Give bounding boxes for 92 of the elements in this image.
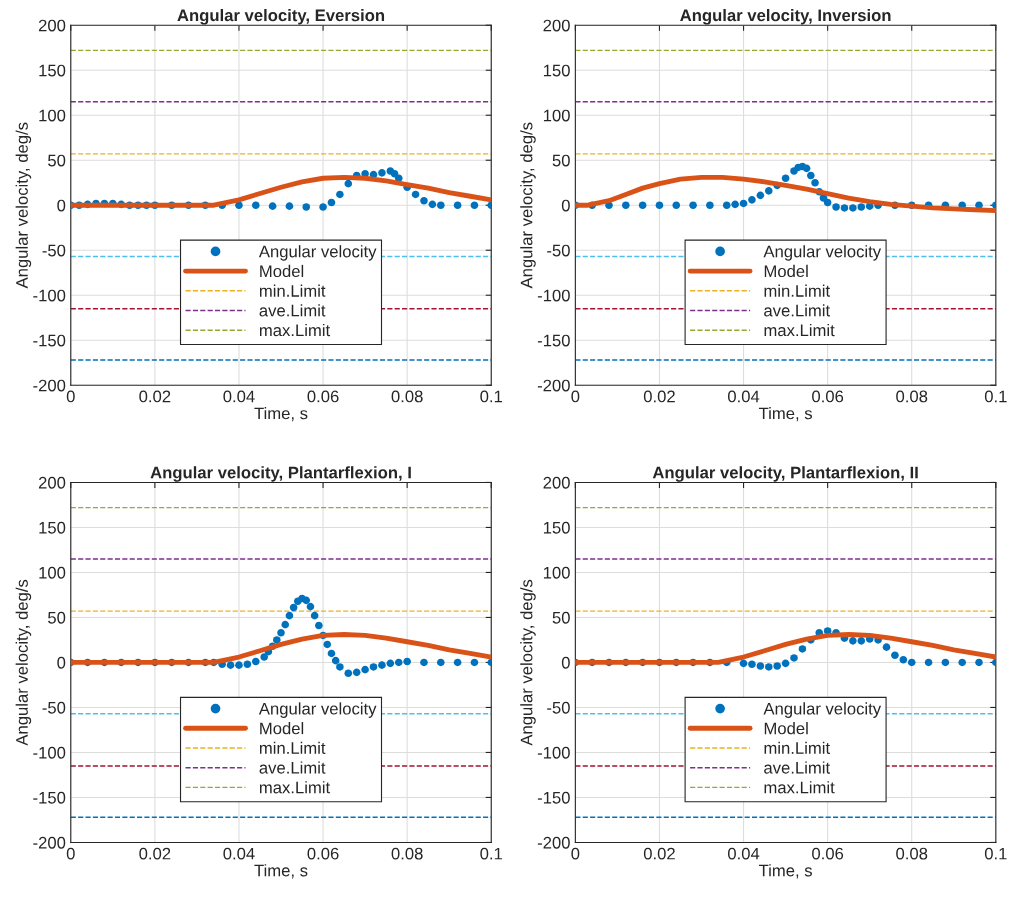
legend-label: Model	[764, 264, 808, 278]
y-tick-label: -50	[547, 701, 570, 714]
x-tick-label: 0.08	[391, 847, 423, 860]
y-tick-label: 0	[561, 656, 570, 669]
chart-title: Angular velocity, Plantarflexion, I	[150, 466, 411, 482]
x-tick-label: 0.08	[391, 390, 423, 403]
x-tick-label: 0.06	[307, 390, 339, 403]
x-tick-label: 0.1	[984, 847, 1007, 860]
y-tick-label: -50	[42, 701, 66, 714]
y-tick-label: 200	[543, 476, 570, 489]
x-tick-label: 0.02	[139, 390, 171, 403]
y-tick-label: -150	[537, 791, 570, 804]
legend-label: min.Limit	[259, 284, 326, 297]
legend-label: Angular velocity	[258, 245, 377, 261]
x-tick-label: 0.04	[727, 847, 760, 860]
legend-label: min.Limit	[764, 284, 830, 297]
x-tick-label: 0	[66, 847, 75, 860]
x-axis-title: Time, s	[254, 864, 308, 879]
y-axis-title: Angular velocity, deg/s	[15, 122, 32, 289]
y-tick-label: -150	[33, 334, 66, 347]
y-axis-title: Angular velocity, deg/s	[15, 579, 32, 746]
y-tick-label: 0	[57, 199, 66, 212]
legend-label: Angular velocity	[258, 702, 377, 718]
y-axis-title: Angular velocity, deg/s	[520, 122, 536, 289]
legend-label: Angular velocity	[763, 702, 882, 718]
y-tick-label: 0	[561, 199, 570, 212]
y-tick-label: -200	[537, 836, 570, 849]
x-tick-label: 0.04	[223, 847, 255, 860]
y-tick-label: -100	[33, 289, 66, 302]
x-tick-label: 0.08	[896, 847, 928, 860]
y-tick-label: 200	[38, 476, 66, 489]
legend-label: min.Limit	[259, 741, 326, 754]
x-tick-label: 0.02	[139, 847, 171, 860]
legend-label: Model	[260, 264, 304, 278]
legend-label: Model	[260, 722, 304, 735]
chart-title: Angular velocity, Eversion	[177, 8, 385, 25]
legend-label: Angular velocity	[763, 245, 882, 261]
x-tick-label: 0.08	[896, 390, 928, 403]
y-tick-label: 150	[543, 64, 570, 77]
x-tick-label: 0.1	[984, 390, 1007, 403]
y-tick-label: 150	[543, 521, 570, 534]
y-axis-title: Angular velocity, deg/s	[520, 579, 536, 746]
x-axis-title: Time, s	[254, 407, 308, 422]
legend-label: Model	[764, 722, 808, 735]
y-tick-label: 50	[552, 611, 570, 624]
legend-label: max.Limit	[259, 323, 331, 337]
y-tick-label: 0	[57, 656, 66, 669]
x-tick-label: 0	[571, 390, 580, 403]
y-tick-label: 50	[48, 154, 66, 167]
y-tick-label: -200	[537, 379, 570, 392]
y-tick-label: 150	[39, 521, 66, 534]
y-tick-label: -150	[33, 791, 66, 804]
y-tick-label: 50	[552, 154, 570, 167]
y-tick-label: -150	[537, 334, 570, 347]
legend-label: ave.Limit	[259, 761, 326, 774]
legend-label: min.Limit	[764, 741, 830, 754]
x-tick-label: 0.1	[480, 390, 503, 403]
y-tick-label: 100	[39, 109, 66, 122]
legend-label: max.Limit	[259, 781, 331, 794]
y-tick-label: 200	[38, 19, 66, 32]
x-tick-label: 0.06	[812, 390, 844, 403]
x-axis-title: Time, s	[758, 864, 812, 879]
y-tick-label: 50	[48, 611, 66, 624]
legend-label: ave.Limit	[259, 304, 326, 317]
y-tick-label: 150	[39, 64, 66, 77]
y-tick-label: 100	[543, 566, 570, 579]
y-tick-label: -100	[537, 746, 570, 759]
y-tick-label: -200	[33, 836, 66, 849]
x-tick-label: 0	[571, 847, 580, 860]
x-tick-label: 0.04	[727, 390, 760, 403]
y-tick-label: -50	[547, 244, 570, 257]
chart-title: Angular velocity, Plantarflexion, II	[652, 466, 918, 482]
legend-label: ave.Limit	[764, 761, 831, 774]
legend-label: max.Limit	[764, 323, 835, 337]
y-tick-label: -200	[33, 379, 66, 392]
x-tick-label: 0.06	[307, 847, 339, 860]
x-tick-label: 0.02	[643, 390, 675, 403]
legend-label: max.Limit	[764, 781, 835, 794]
y-tick-label: -100	[537, 289, 570, 302]
x-tick-label: 0.04	[223, 390, 255, 403]
x-tick-label: 0.1	[480, 847, 503, 860]
x-tick-label: 0.02	[643, 847, 675, 860]
legend-label: ave.Limit	[764, 304, 831, 317]
y-tick-label: 100	[543, 109, 570, 122]
x-tick-label: 0.06	[812, 847, 844, 860]
chart-title: Angular velocity, Inversion	[680, 8, 891, 25]
y-tick-label: -50	[42, 244, 66, 257]
x-tick-label: 0	[66, 390, 75, 403]
y-tick-label: 200	[543, 19, 570, 32]
y-tick-label: -100	[33, 746, 66, 759]
y-tick-label: 100	[39, 566, 66, 579]
x-axis-title: Time, s	[758, 407, 812, 422]
